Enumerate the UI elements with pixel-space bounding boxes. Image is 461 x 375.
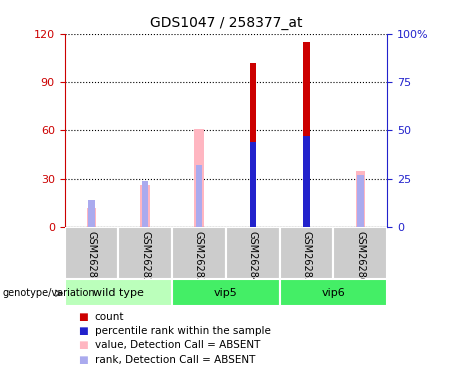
Text: GSM26282: GSM26282 xyxy=(140,231,150,284)
Bar xyxy=(172,227,226,279)
Text: ■: ■ xyxy=(78,326,88,336)
Bar xyxy=(172,279,280,306)
Text: vip6: vip6 xyxy=(322,288,345,297)
Bar xyxy=(249,142,256,227)
Bar xyxy=(194,129,204,227)
Bar xyxy=(65,279,172,306)
Bar xyxy=(118,227,172,279)
Bar xyxy=(88,200,95,227)
Bar xyxy=(303,136,310,227)
Bar xyxy=(65,227,118,279)
Bar xyxy=(226,227,280,279)
Bar xyxy=(87,208,96,227)
Bar xyxy=(280,227,333,279)
Bar xyxy=(140,185,150,227)
Bar xyxy=(333,227,387,279)
Text: genotype/variation: genotype/variation xyxy=(2,288,95,298)
Bar xyxy=(249,63,256,227)
Text: ■: ■ xyxy=(78,355,88,364)
Text: rank, Detection Call = ABSENT: rank, Detection Call = ABSENT xyxy=(95,355,255,364)
Text: GSM26283: GSM26283 xyxy=(194,231,204,284)
Bar xyxy=(355,171,365,227)
Text: ■: ■ xyxy=(78,312,88,322)
Bar xyxy=(280,279,387,306)
Text: GSM26285: GSM26285 xyxy=(301,231,312,284)
Bar xyxy=(303,42,310,227)
Text: value, Detection Call = ABSENT: value, Detection Call = ABSENT xyxy=(95,340,260,350)
Bar xyxy=(196,165,202,227)
Text: percentile rank within the sample: percentile rank within the sample xyxy=(95,326,271,336)
Bar xyxy=(142,180,148,227)
Title: GDS1047 / 258377_at: GDS1047 / 258377_at xyxy=(150,16,302,30)
Text: GSM26284: GSM26284 xyxy=(248,231,258,284)
Text: ■: ■ xyxy=(78,340,88,350)
Text: GSM26286: GSM26286 xyxy=(355,231,366,284)
Bar xyxy=(357,175,364,227)
Text: wild type: wild type xyxy=(93,288,144,297)
Text: vip5: vip5 xyxy=(214,288,238,297)
Text: count: count xyxy=(95,312,124,322)
Text: GSM26281: GSM26281 xyxy=(86,231,96,284)
